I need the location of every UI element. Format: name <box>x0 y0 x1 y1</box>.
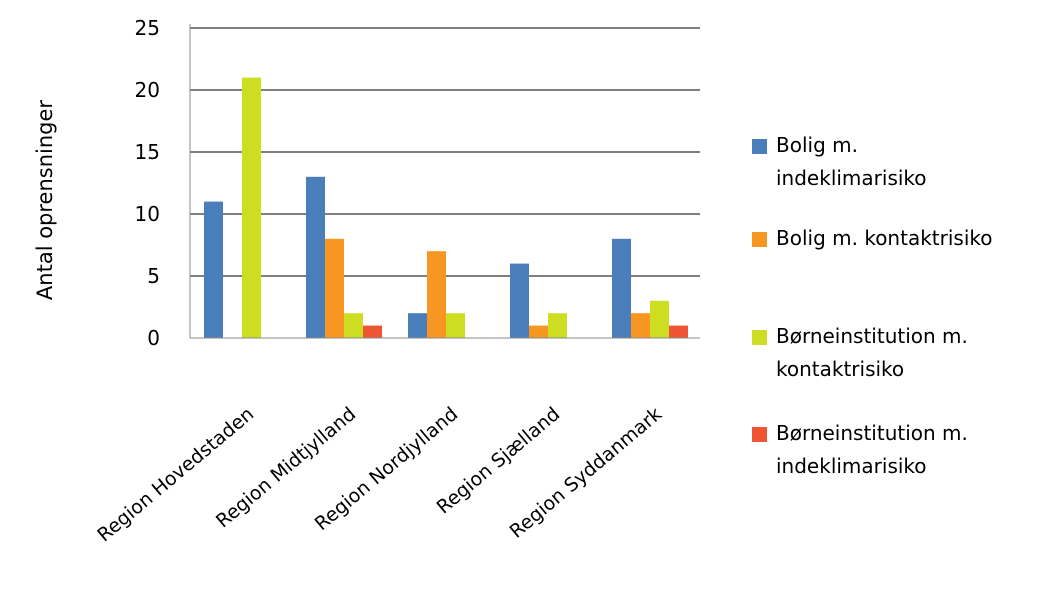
y-tick-label: 20 <box>135 78 160 102</box>
y-tick-label: 25 <box>135 16 160 40</box>
legend-label: Bolig m. kontaktrisiko <box>776 226 992 250</box>
bar <box>363 325 382 338</box>
legend-label: Børneinstitution m. indeklimarisiko <box>776 421 968 478</box>
bar <box>344 313 363 338</box>
legend: Bolig m. indeklimarisiko Bolig m. kontaktr… <box>752 133 992 478</box>
axes <box>189 24 700 339</box>
legend-swatch <box>752 330 767 345</box>
bar <box>306 176 325 338</box>
bar <box>427 251 446 338</box>
y-tick-label: 0 <box>147 326 160 350</box>
legend-label: Børneinstitution m. kontaktrisiko <box>776 324 968 381</box>
legend-swatch <box>752 139 767 154</box>
bar <box>650 300 669 338</box>
bar <box>325 238 344 338</box>
bar <box>529 325 548 338</box>
bar <box>242 77 261 338</box>
bar <box>510 263 529 338</box>
y-tick-label: 15 <box>135 140 160 164</box>
bar <box>548 313 567 338</box>
bar <box>612 238 631 338</box>
bars <box>204 77 688 338</box>
bar <box>446 313 465 338</box>
bar <box>204 201 223 338</box>
legend-swatch <box>752 232 767 247</box>
y-axis-label: Antal oprensninger <box>33 100 57 301</box>
bar <box>631 313 650 338</box>
legend-swatch <box>752 427 767 442</box>
y-tick-labels: 0 5 10 15 20 25 <box>135 16 160 350</box>
legend-label: Bolig m. indeklimarisiko <box>776 133 927 190</box>
bar <box>408 313 427 338</box>
y-tick-label: 10 <box>135 202 160 226</box>
y-tick-label: 5 <box>147 264 160 288</box>
bar <box>669 325 688 338</box>
